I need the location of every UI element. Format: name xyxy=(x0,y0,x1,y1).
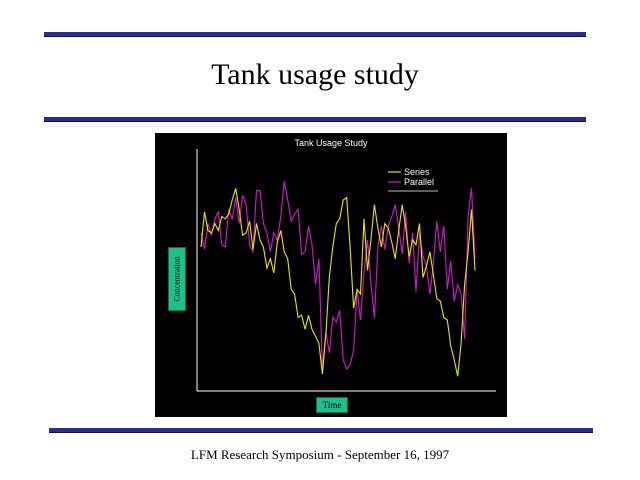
series-group xyxy=(200,181,476,377)
y-axis-label-box: Concentration xyxy=(168,247,186,311)
series-line-parallel xyxy=(200,181,476,371)
chart-title: Tank Usage Study xyxy=(294,138,368,148)
footer-divider xyxy=(49,428,593,433)
legend-label-parallel: Parallel xyxy=(404,177,434,187)
title-divider xyxy=(44,117,586,122)
legend-label-series: Series xyxy=(404,167,430,177)
top-divider xyxy=(44,32,586,37)
slide-title: Tank usage study xyxy=(211,58,419,91)
footer-text: LFM Research Symposium - September 16, 1… xyxy=(190,447,450,462)
tank-usage-chart: Tank Usage Study Series Parallel xyxy=(196,138,496,392)
chart-panel: Tank Usage Study Series Parallel xyxy=(155,133,507,417)
y-axis-label: Concentration xyxy=(172,256,182,302)
x-axis-label: Time xyxy=(316,397,348,413)
series-line-series xyxy=(200,188,476,377)
axis-tick-mark xyxy=(157,235,162,236)
legend: Series Parallel xyxy=(388,167,438,192)
